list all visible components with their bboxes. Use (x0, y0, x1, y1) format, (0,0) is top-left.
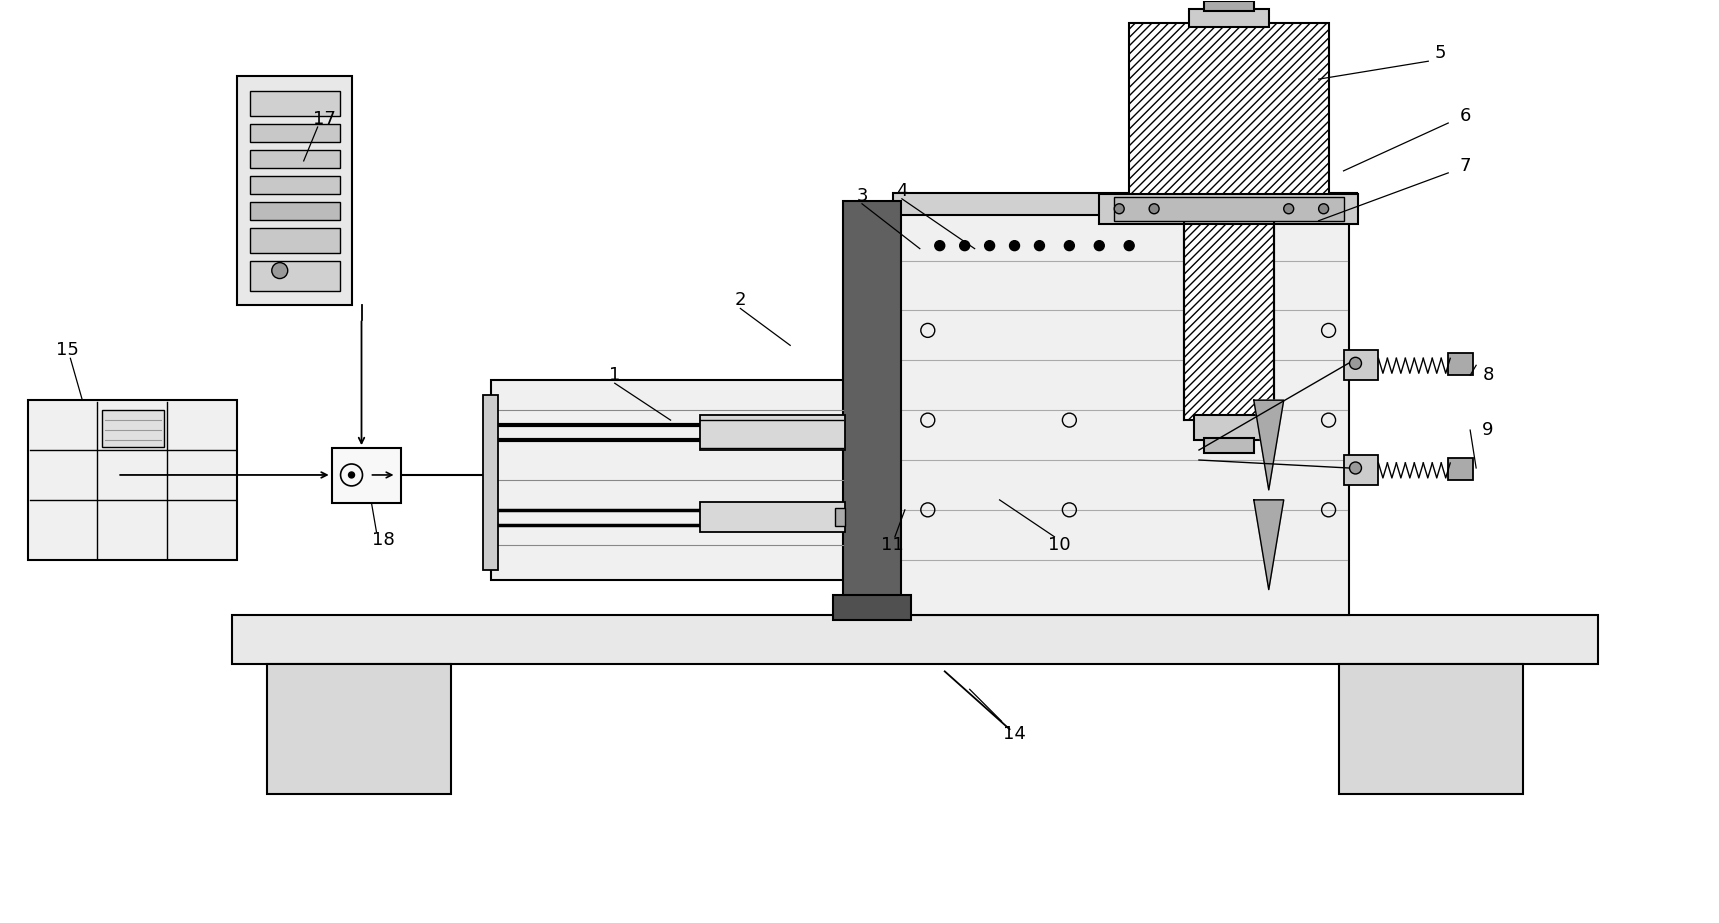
Circle shape (1114, 204, 1124, 214)
Bar (492, 380, 846, 580)
Circle shape (1284, 204, 1294, 214)
Circle shape (1349, 357, 1361, 369)
Bar (700, 415, 846, 450)
Bar (842, 201, 901, 615)
Bar (249, 228, 340, 253)
Text: 5: 5 (1434, 44, 1446, 62)
Bar (1190, 9, 1269, 28)
Text: 10: 10 (1049, 535, 1071, 554)
Bar (249, 91, 340, 116)
Text: 4: 4 (896, 182, 908, 199)
Bar (249, 150, 340, 168)
Circle shape (1009, 241, 1019, 251)
Bar (332, 448, 401, 503)
Bar (249, 260, 340, 291)
Bar (232, 615, 1597, 665)
Bar (1195, 415, 1263, 440)
Bar (249, 202, 340, 220)
Polygon shape (1253, 401, 1284, 490)
Bar (1098, 194, 1358, 223)
Bar (834, 594, 911, 619)
Bar (835, 508, 846, 526)
Circle shape (349, 472, 354, 478)
Text: 18: 18 (371, 531, 395, 549)
Bar (249, 124, 340, 142)
Bar (700, 502, 846, 532)
Bar (899, 201, 1348, 615)
Bar (249, 176, 340, 194)
Bar (1129, 23, 1329, 198)
Bar (103, 410, 163, 447)
Text: 9: 9 (1482, 421, 1494, 439)
Bar (1203, 2, 1253, 11)
Polygon shape (1253, 500, 1284, 590)
Text: 1: 1 (609, 366, 621, 384)
Bar (1184, 221, 1274, 420)
Bar (1447, 354, 1473, 376)
Text: 17: 17 (313, 110, 335, 128)
Circle shape (1064, 241, 1074, 251)
Bar (1344, 351, 1379, 380)
Text: 7: 7 (1459, 157, 1471, 174)
Text: 6: 6 (1459, 107, 1471, 125)
Bar (266, 665, 450, 794)
Circle shape (985, 241, 995, 251)
Bar (892, 193, 1358, 215)
Text: 11: 11 (880, 535, 902, 554)
Bar (1339, 665, 1523, 794)
Circle shape (272, 263, 287, 279)
Bar (28, 401, 237, 559)
Bar (1203, 438, 1253, 453)
Bar (1447, 458, 1473, 480)
Text: 2: 2 (734, 292, 746, 309)
Circle shape (1349, 462, 1361, 474)
Circle shape (959, 241, 970, 251)
Text: 14: 14 (1004, 725, 1026, 743)
Circle shape (1124, 241, 1135, 251)
Circle shape (935, 241, 945, 251)
Bar (1114, 197, 1344, 221)
Bar (483, 395, 499, 569)
Circle shape (1095, 241, 1104, 251)
Circle shape (1035, 241, 1045, 251)
Bar (237, 77, 351, 306)
Text: 15: 15 (57, 342, 79, 359)
Bar (1344, 455, 1379, 485)
Circle shape (1148, 204, 1159, 214)
Text: 8: 8 (1482, 366, 1494, 384)
Circle shape (1318, 204, 1329, 214)
Text: 3: 3 (856, 186, 868, 205)
